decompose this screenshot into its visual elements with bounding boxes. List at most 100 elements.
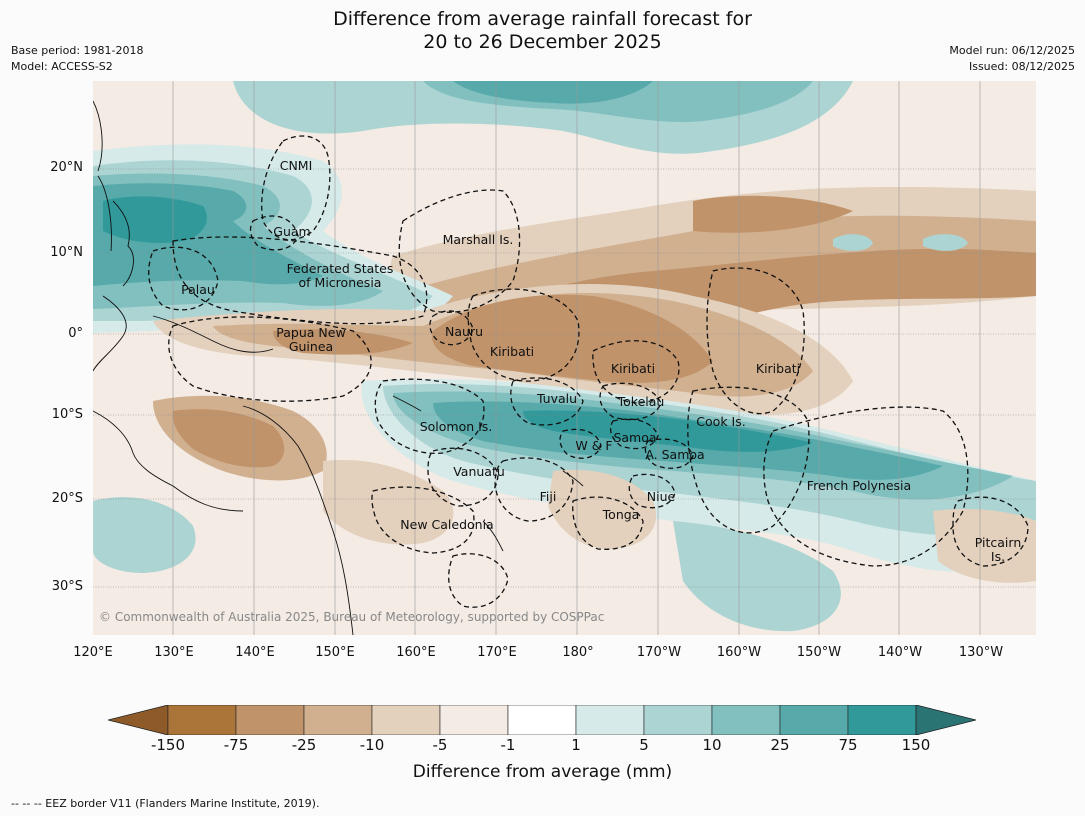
dry-equator-core-2 [273, 329, 413, 355]
lat-label-10n: 10°N [50, 245, 83, 260]
label-tuvalu: Tuvalu [536, 391, 578, 406]
graticule [172, 81, 981, 635]
label-solomon-islands: Solomon Is. [419, 419, 493, 434]
eez-norfolk [448, 553, 509, 608]
colorbar-bin-1 [167, 705, 237, 735]
label-kiribati-west: Kiribati [489, 344, 535, 359]
eez-palau [148, 246, 219, 311]
lat-label-10s: 10°S [51, 407, 83, 422]
label-tonga: Tonga [602, 507, 640, 522]
lon-label-160w: 160°W [716, 645, 762, 660]
label-cnmi: CNMI [279, 158, 313, 173]
colorbar-tick: -1 [500, 736, 516, 754]
label-tokelau: Tokelau [617, 394, 665, 409]
eez-png [168, 316, 372, 402]
rainfall-map [93, 81, 1036, 635]
lon-label-130e: 130°E [154, 645, 194, 660]
lon-label-140e: 140°E [235, 645, 275, 660]
lon-label-150e: 150°E [315, 645, 355, 660]
eez-tonga [572, 496, 644, 550]
lon-label-170w: 170°W [636, 645, 682, 660]
dry-equator-core [432, 294, 713, 383]
eez-kiribati-phoenix [592, 340, 680, 404]
colorbar-tick: -25 [291, 736, 317, 754]
label-american-samoa: A. Samoa [645, 447, 705, 462]
colorbar-tick: -150 [150, 736, 186, 754]
rainfall-map-svg [93, 81, 1036, 635]
wet-north-east-blob-1 [833, 234, 873, 251]
colorbar-bin-8 [643, 705, 713, 735]
wet-spcz-core [523, 410, 813, 452]
lon-label-140w: 140°W [877, 645, 923, 660]
label-palau: Palau [181, 282, 215, 297]
title-line-2: 20 to 26 December 2025 [423, 31, 662, 53]
label-cook-islands: Cook Is. [696, 414, 746, 429]
model-name: Model: ACCESS-S2 [11, 60, 113, 73]
label-marshall-islands: Marshall Is. [442, 232, 514, 247]
label-french-polynesia: French Polynesia [806, 478, 912, 493]
eez-cook [687, 386, 810, 534]
colorbar-bin-4 [371, 705, 441, 735]
colorbar-bin-3 [303, 705, 373, 735]
base-period: Base period: 1981-2018 [11, 44, 144, 57]
dry-coral-sea [323, 460, 454, 545]
lat-label-20n: 20°N [50, 160, 83, 175]
label-niue: Niue [646, 489, 676, 504]
lon-label-130w: 130°W [958, 645, 1004, 660]
eez-guam [249, 215, 299, 251]
colorbar-tick: 5 [639, 736, 649, 754]
eez-fiji [494, 457, 574, 522]
eez-tuvalu [510, 377, 584, 426]
colorbar-extend-low [108, 705, 169, 735]
label-samoa: Samoa [613, 430, 657, 445]
dry-south-east [933, 509, 1036, 583]
eez-kiribati-gilbert [467, 288, 580, 382]
dry-core-north-east [693, 195, 853, 233]
eez-pitcairn [952, 496, 1029, 567]
lat-label-20s: 20°S [51, 491, 83, 506]
coastlines [93, 100, 584, 635]
eez-nauru [429, 310, 474, 346]
label-nauru: Nauru [445, 324, 483, 339]
eez-samoa [610, 418, 659, 450]
label-new-caledonia: New Caledonia [400, 517, 494, 532]
issued-date: Issued: 08/12/2025 [968, 60, 1075, 73]
label-federated-states-micronesia: Federated States of Micronesia [286, 261, 394, 290]
label-kiribati-east: Kiribati [755, 361, 801, 376]
lat-label-30s: 30°S [51, 579, 83, 594]
meta-left: Base period: 1981-2018 Model: ACCESS-S2 [11, 43, 143, 75]
colorbar-bin-7 [575, 705, 645, 735]
title-line-1: Difference from average rainfall forecas… [333, 8, 752, 30]
label-fiji: Fiji [539, 489, 557, 504]
eez-cnmi [261, 135, 331, 241]
colorbar-bin-9 [711, 705, 781, 735]
colorbar-tick: 25 [770, 736, 790, 754]
eez-fsm [172, 236, 428, 325]
colorbar-bin-6 [507, 705, 577, 735]
graticule-lat [93, 168, 1036, 588]
lon-label-170e: 170°E [477, 645, 517, 660]
label-kiribati-central: Kiribati [610, 361, 656, 376]
colorbar-extend-high [915, 705, 977, 735]
meta-right: Model run: 06/12/2025 Issued: 08/12/2025 [949, 43, 1075, 75]
colorbar-bin-10 [779, 705, 849, 735]
copyright-notice: © Commonwealth of Australia 2025, Bureau… [99, 610, 605, 624]
lon-label-180: 180° [562, 645, 594, 660]
colorbar-tick: -5 [432, 736, 448, 754]
lat-label-equator: 0° [68, 326, 83, 341]
colorbar-bin-11 [847, 705, 917, 735]
colorbar-bin-2 [235, 705, 305, 735]
wet-north-east-blob-2 [923, 234, 968, 251]
label-wallis-futuna: W & F [575, 438, 613, 453]
lon-label-150w: 150°W [796, 645, 842, 660]
colorbar-tick: 10 [702, 736, 722, 754]
label-pitcairn-islands: Pitcairn Is. [974, 535, 1022, 564]
eez-footnote: -- -- -- EEZ border V11 (Flanders Marine… [11, 797, 320, 810]
eez-borders [148, 135, 1029, 608]
colorbar-tick: 1 [571, 736, 581, 754]
eez-tokelau [599, 382, 662, 421]
eez-american-samoa [644, 438, 694, 469]
model-run: Model run: 06/12/2025 [949, 44, 1075, 57]
colorbar-title: Difference from average (mm) [412, 762, 673, 782]
wet-west-pacific-core [103, 196, 207, 243]
